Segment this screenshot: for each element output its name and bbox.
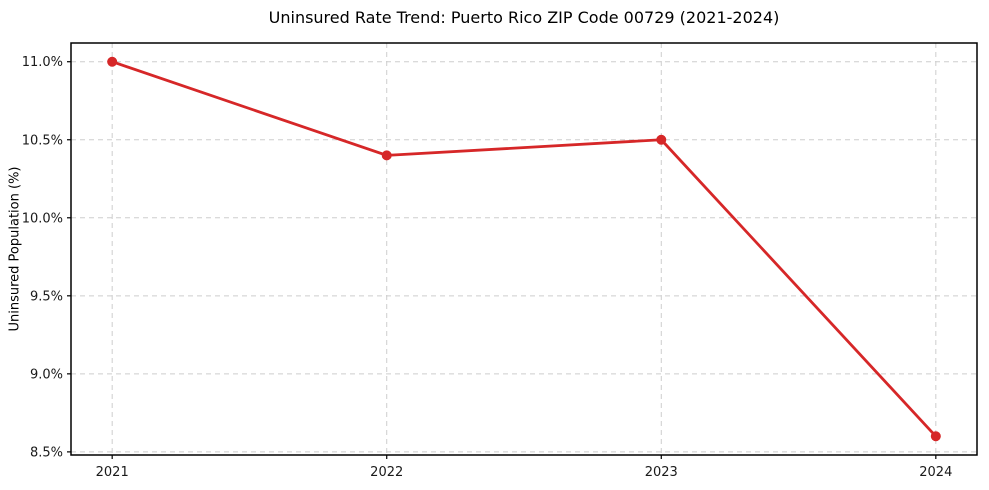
y-tick-label: 9.5% xyxy=(30,289,63,304)
x-tick-label: 2022 xyxy=(370,465,403,480)
x-tick-label: 2024 xyxy=(919,465,952,480)
y-tick-label: 10.0% xyxy=(22,211,63,226)
trend-line xyxy=(110,60,938,438)
chart-title: Uninsured Rate Trend: Puerto Rico ZIP Co… xyxy=(268,8,780,27)
x-tick-label: 2023 xyxy=(645,465,678,480)
y-tick-label: 8.5% xyxy=(30,445,63,460)
data-point-2022 xyxy=(381,150,392,161)
y-tick-label: 9.0% xyxy=(30,367,63,382)
data-point-2023 xyxy=(656,134,667,145)
x-tick-label: 2021 xyxy=(96,465,129,480)
y-tick-label: 10.5% xyxy=(22,133,63,148)
data-point-2021 xyxy=(107,56,118,67)
plot-border xyxy=(70,42,978,456)
y-tick-label: 11.0% xyxy=(22,55,63,70)
data-point-2024 xyxy=(930,431,941,442)
